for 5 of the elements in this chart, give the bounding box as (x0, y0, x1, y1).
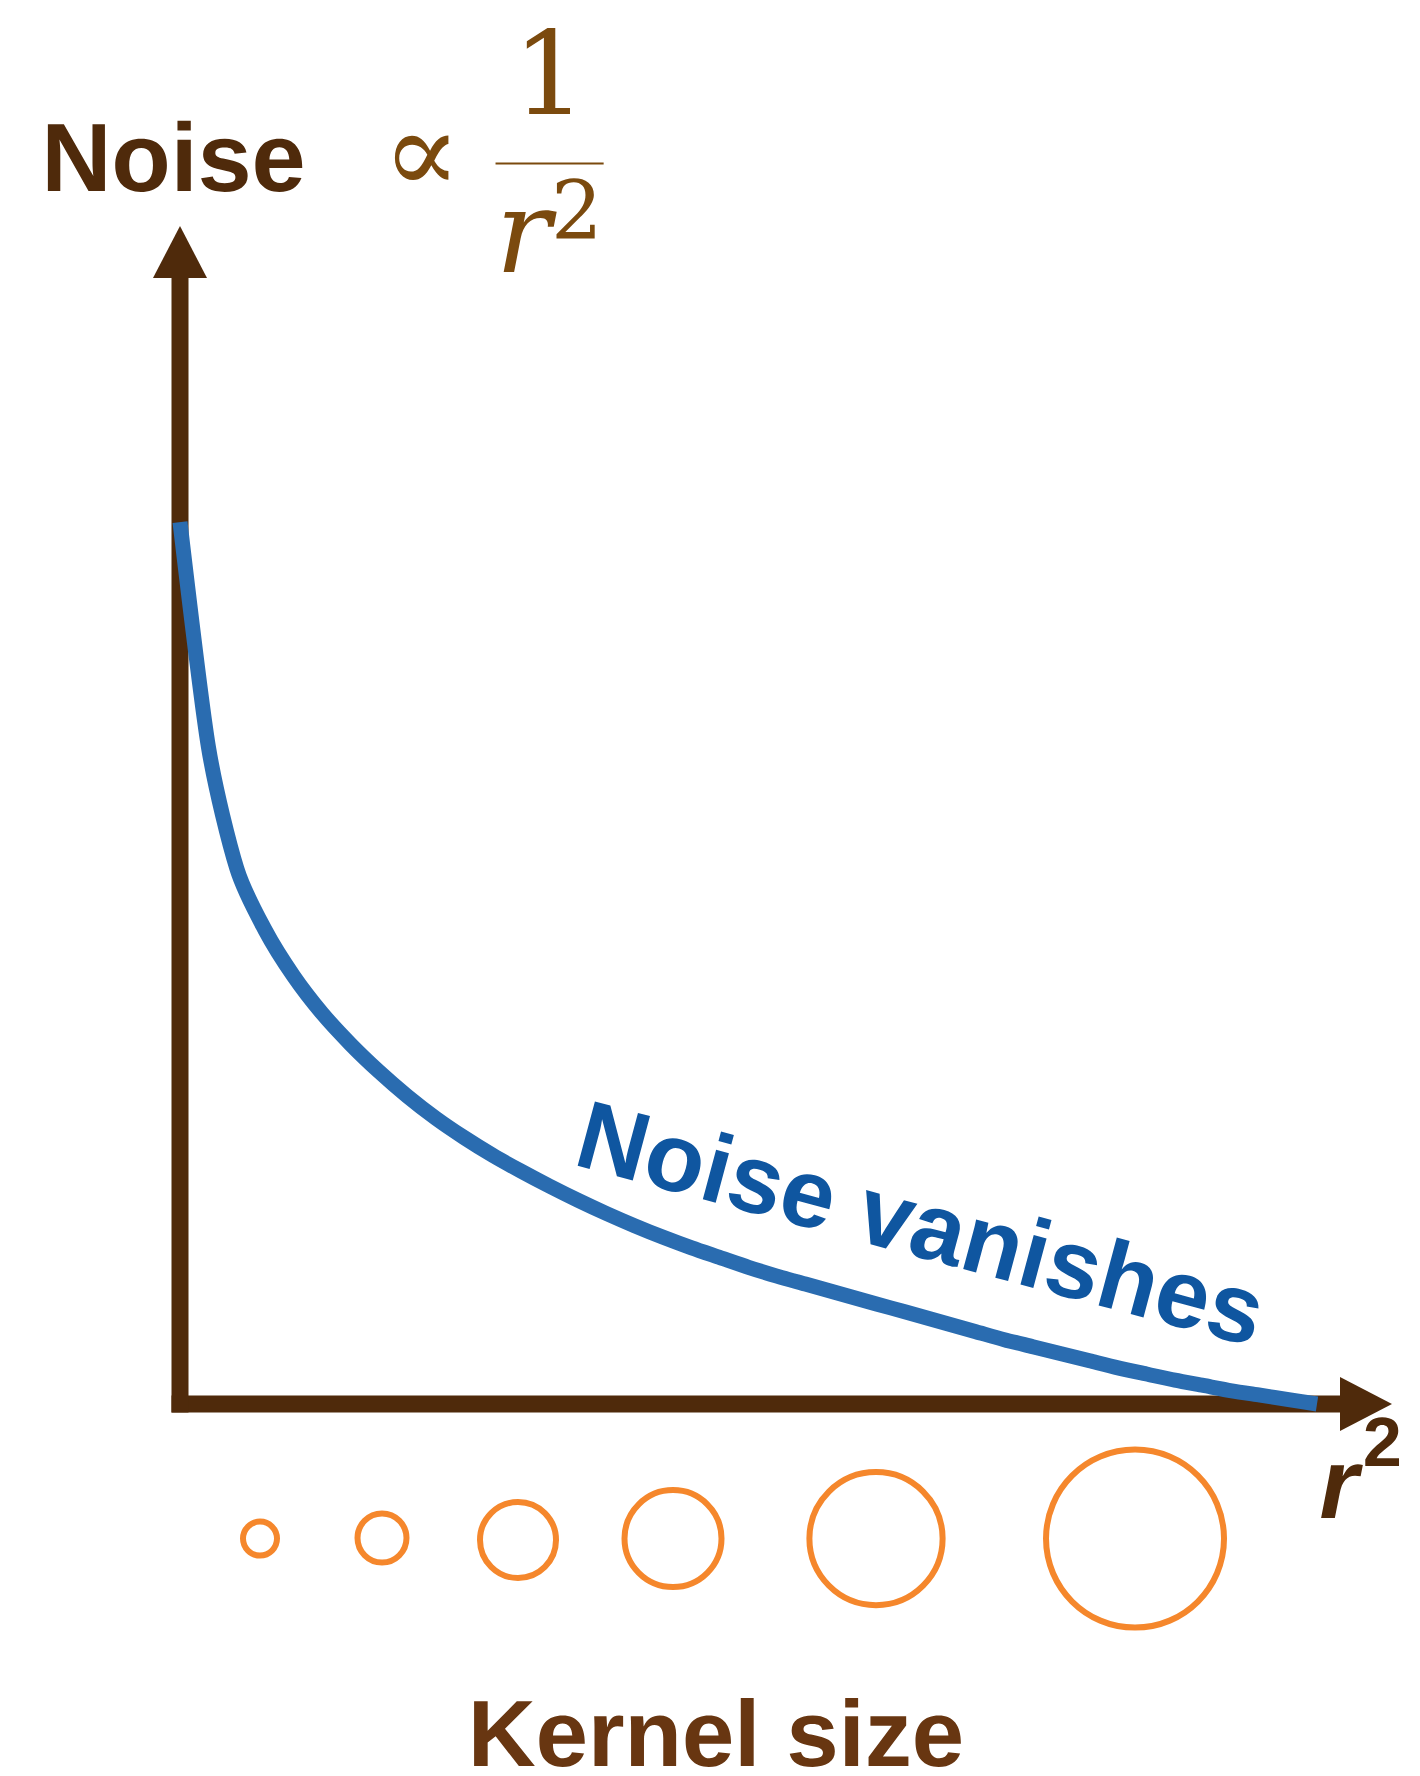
y-axis-title: Noise (47, 120, 303, 192)
x-axis-title: r$^{2}$ (1321, 1417, 1399, 1519)
annotation: Noise vanishes (577, 1101, 1259, 1343)
text: Kernel size (474, 1697, 961, 1767)
text: $\propto \frac{1}{r^{2}}$ (394, 27, 604, 273)
